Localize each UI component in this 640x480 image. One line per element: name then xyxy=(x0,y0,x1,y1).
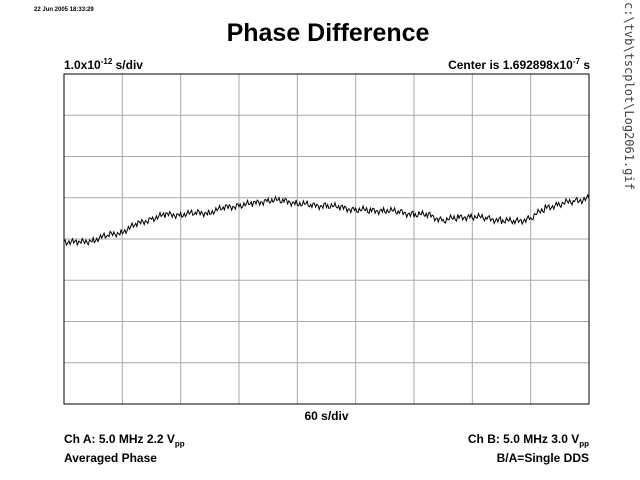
y-scale-label: 1.0x10-12 s/div xyxy=(64,57,143,72)
phase-trace xyxy=(63,193,590,247)
center-value-label: Center is 1.692898x10-7 s xyxy=(448,57,590,72)
channel-a-settings: Ch A: 5.0 MHz 2.2 Vpp xyxy=(64,432,185,449)
channel-b-settings: Ch B: 5.0 MHz 3.0 Vpp xyxy=(467,432,589,449)
channel-a-mode: Averaged Phase xyxy=(64,451,157,466)
file-path-label: c:\tvb\tscplot\Log2061.gif xyxy=(622,2,636,190)
channel-a-info: Ch A: 5.0 MHz 2.2 Vpp Averaged Phase xyxy=(64,432,185,466)
chart-title: Phase Difference xyxy=(226,19,430,47)
channel-b-mode: B/A=Single DDS xyxy=(496,451,589,466)
plot-frame xyxy=(63,73,590,405)
channel-b-info: Ch B: 5.0 MHz 3.0 Vpp B/A=Single DDS xyxy=(468,432,589,466)
x-scale-label: 60 s/div xyxy=(304,409,349,423)
grid xyxy=(64,74,589,404)
timestamp: 22 Jun 2005 18:33:29 xyxy=(34,7,94,13)
